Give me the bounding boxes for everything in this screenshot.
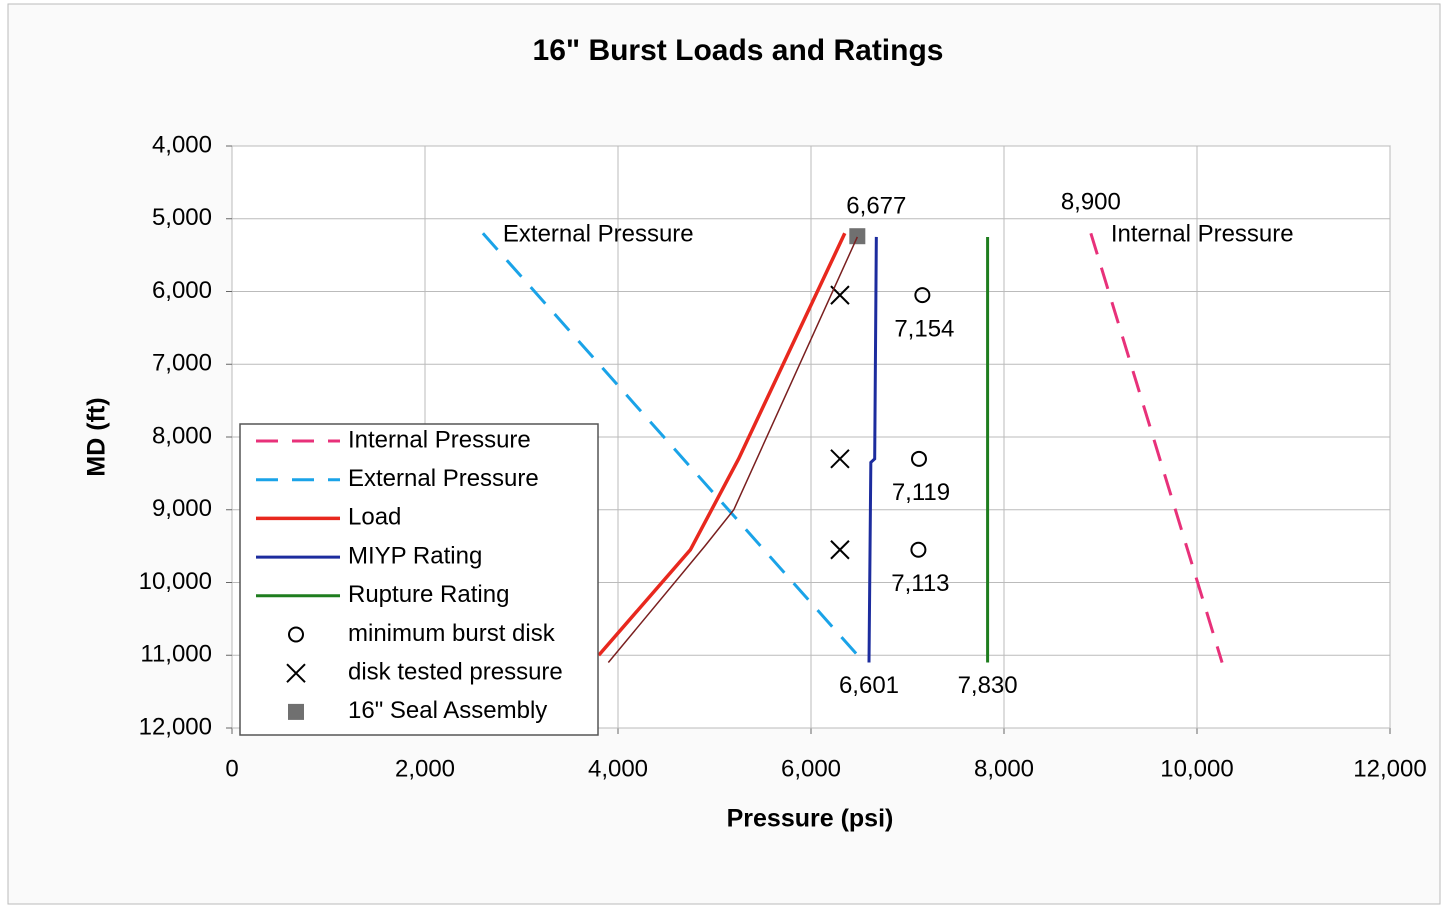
y-tick-label: 6,000 bbox=[152, 277, 212, 304]
legend-label: minimum burst disk bbox=[348, 620, 556, 647]
marker-square bbox=[849, 228, 866, 245]
value-label: 7,113 bbox=[891, 570, 949, 597]
series-line bbox=[481, 232, 866, 664]
value-label: 7,154 bbox=[894, 315, 954, 342]
x-tick-label: 2,000 bbox=[395, 755, 455, 782]
y-axis-label: MD (ft) bbox=[83, 397, 111, 476]
series-line bbox=[607, 236, 859, 664]
series-line bbox=[597, 232, 847, 657]
x-axis-label: Pressure (psi) bbox=[727, 805, 894, 833]
y-tick-label: 9,000 bbox=[152, 495, 212, 522]
marker-x bbox=[830, 540, 850, 560]
y-tick-label: 5,000 bbox=[152, 204, 212, 231]
chart-title: 16" Burst Loads and Ratings bbox=[533, 34, 944, 67]
value-label: 6,677 bbox=[846, 192, 906, 219]
legend-label: External Pressure bbox=[348, 465, 539, 492]
marker-circle bbox=[910, 450, 927, 467]
marker-circle bbox=[910, 541, 927, 558]
marks: Internal Pressure 8,900 External Pressure 6… bbox=[481, 189, 1294, 699]
legend-label: 16" Seal Assembly bbox=[348, 697, 547, 724]
value-label: 6,601 bbox=[839, 672, 899, 699]
legend-label: Internal Pressure bbox=[348, 426, 531, 453]
legend-label: Load bbox=[348, 504, 401, 531]
x-tick-label: 10,000 bbox=[1160, 755, 1233, 782]
x-tick-label: 0 bbox=[225, 755, 238, 782]
x-tick-label: 8,000 bbox=[974, 755, 1034, 782]
y-tick-label: 4,000 bbox=[152, 131, 212, 158]
marker-circle bbox=[288, 626, 304, 643]
marker-x bbox=[830, 449, 850, 469]
x-tick-label: 12,000 bbox=[1353, 755, 1426, 782]
series-line bbox=[1089, 232, 1224, 663]
legend-box bbox=[239, 423, 599, 736]
value-label: 7,830 bbox=[958, 672, 1018, 699]
y-tick-label: 12,000 bbox=[139, 713, 212, 740]
marker-circle bbox=[914, 287, 931, 304]
legend-label: Rupture Rating bbox=[348, 581, 509, 608]
series-line bbox=[867, 236, 878, 663]
value-label: 7,119 bbox=[892, 479, 950, 506]
x-tick-label: 6,000 bbox=[781, 755, 841, 782]
y-tick-label: 8,000 bbox=[152, 422, 212, 449]
x-tick-label: 4,000 bbox=[588, 755, 648, 782]
marker-square bbox=[288, 703, 304, 720]
grid: 0 2,000 4,000 6,000 8,000 10,000 12,000 4,000 5,… bbox=[139, 131, 1427, 782]
legend-label: MIYP Rating bbox=[348, 542, 482, 569]
legend-label: disk tested pressure bbox=[348, 659, 563, 686]
marker-x bbox=[286, 663, 306, 683]
y-tick-label: 11,000 bbox=[140, 641, 212, 668]
legend: Internal Pressure External Pressure Load MI… bbox=[239, 423, 599, 736]
series-annotation: External Pressure bbox=[503, 221, 694, 248]
y-tick-label: 7,000 bbox=[152, 350, 212, 377]
series-annotation: Internal Pressure bbox=[1111, 221, 1294, 248]
value-label: 8,900 bbox=[1061, 189, 1121, 216]
y-tick-label: 10,000 bbox=[139, 568, 212, 595]
